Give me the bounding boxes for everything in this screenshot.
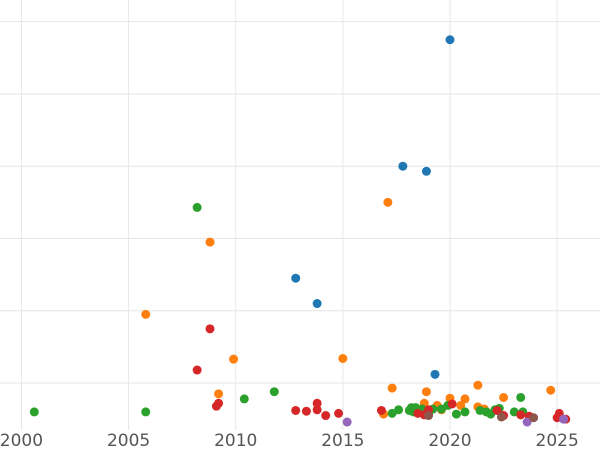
data-point — [516, 392, 526, 402]
data-point — [205, 237, 215, 247]
data-point — [387, 383, 397, 393]
data-point — [214, 389, 224, 399]
data-point — [499, 392, 509, 402]
data-point — [421, 166, 431, 176]
data-point — [321, 411, 331, 421]
data-point — [456, 400, 466, 410]
data-point — [546, 385, 556, 395]
data-point — [338, 353, 348, 363]
points-layer — [29, 35, 571, 427]
x-tick-labels: 2000 2005 2010 2015 2020 2025 — [0, 431, 579, 450]
data-point — [192, 365, 202, 375]
data-point — [529, 413, 539, 423]
grid-layer — [0, 0, 600, 430]
data-point — [205, 324, 215, 334]
data-point — [29, 407, 39, 417]
data-point — [383, 197, 393, 207]
data-point — [460, 394, 470, 404]
data-point — [312, 398, 322, 408]
data-point — [516, 410, 526, 420]
data-point — [192, 202, 202, 212]
data-point — [291, 273, 301, 283]
data-point — [421, 387, 431, 397]
data-point — [291, 405, 301, 415]
data-point — [301, 406, 311, 416]
data-point — [141, 407, 151, 417]
x-tick-label: 2020 — [428, 431, 471, 450]
data-point — [312, 299, 322, 309]
data-point — [460, 407, 470, 417]
x-tick-label: 2015 — [321, 431, 364, 450]
data-point — [229, 354, 239, 364]
data-point — [424, 411, 434, 421]
data-point — [445, 35, 455, 45]
data-point — [376, 405, 386, 415]
data-point — [334, 408, 344, 418]
x-tick-label: 2000 — [0, 431, 43, 450]
data-point — [342, 417, 352, 427]
data-point — [496, 412, 506, 422]
data-point — [214, 398, 224, 408]
data-point — [559, 414, 569, 424]
data-point — [522, 417, 532, 427]
x-tick-label: 2025 — [536, 431, 579, 450]
data-point — [239, 394, 249, 404]
data-point — [451, 409, 461, 419]
data-point — [430, 369, 440, 379]
data-point — [473, 380, 483, 390]
data-point — [394, 405, 404, 415]
data-point — [398, 161, 408, 171]
data-point — [447, 399, 457, 409]
x-tick-label: 2010 — [214, 431, 257, 450]
data-point — [312, 405, 322, 415]
data-point — [141, 309, 151, 319]
data-point — [492, 405, 502, 415]
data-point — [269, 387, 279, 397]
x-tick-label: 2005 — [107, 431, 150, 450]
